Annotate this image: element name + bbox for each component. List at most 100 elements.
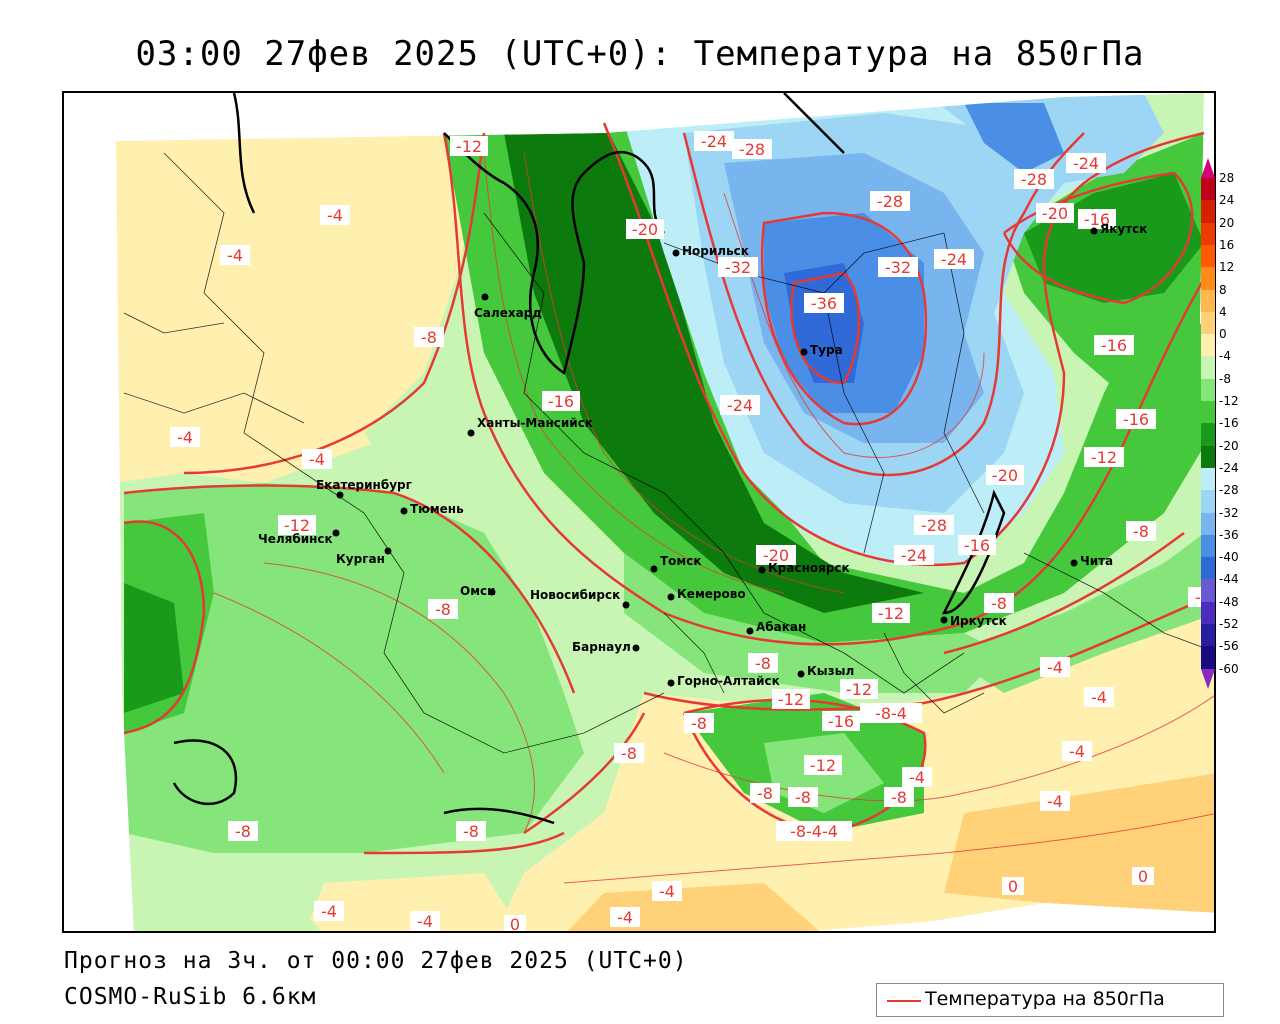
contour-label: -16	[1116, 409, 1156, 429]
svg-text:-24: -24	[941, 250, 967, 269]
svg-text:Тура: Тура	[810, 343, 843, 357]
colorbar-segment	[1201, 311, 1215, 335]
colorbar-segment	[1201, 557, 1215, 580]
contour-label: -20	[756, 545, 796, 565]
svg-text:Челябинск: Челябинск	[258, 532, 333, 546]
svg-text:Тюмень: Тюмень	[410, 502, 464, 516]
city-marker: Якутск	[1090, 222, 1147, 236]
city-marker: Челябинск	[258, 529, 340, 546]
contour-label: -8	[228, 821, 258, 841]
svg-text:-28: -28	[877, 192, 903, 211]
svg-text:-8: -8	[463, 822, 479, 841]
svg-text:-16: -16	[828, 712, 854, 731]
contour-label: -4	[902, 767, 932, 787]
colorbar-segment	[1201, 334, 1215, 357]
svg-text:-4: -4	[309, 450, 325, 469]
svg-text:-20: -20	[1042, 204, 1068, 223]
svg-text:-8-4: -8-4	[875, 704, 907, 723]
colorbar-tick-label: -8	[1219, 371, 1231, 386]
contour-label: -12	[804, 755, 842, 775]
forecast-info: Прогноз на 3ч. от 00:00 27фев 2025 (UTC+…	[64, 948, 688, 974]
svg-text:-12: -12	[1091, 448, 1117, 467]
colorbar-tick-label: 4	[1219, 304, 1227, 319]
contour-label: -24	[934, 249, 974, 269]
colorbar-segment	[1201, 512, 1215, 536]
legend-label: Температура на 850гПа	[925, 988, 1165, 1010]
svg-text:-12: -12	[284, 516, 310, 535]
contour-label: -12	[872, 603, 910, 623]
contour-label: -16	[1078, 209, 1116, 229]
contour-label: -16	[958, 535, 996, 555]
svg-text:-8: -8	[1133, 522, 1149, 541]
colorbar-segment	[1201, 289, 1215, 313]
contour-label: 0	[1002, 877, 1024, 896]
city-marker: Новосибирск	[530, 588, 630, 609]
contour-label: -4	[220, 245, 250, 265]
contour-label: -24	[894, 545, 934, 565]
colorbar-tick-label: 24	[1219, 193, 1235, 208]
colorbar-segment	[1201, 467, 1215, 491]
contour-label: -4	[1040, 791, 1070, 811]
svg-text:-4: -4	[659, 882, 675, 901]
city-marker: Иркутск	[940, 614, 1007, 628]
svg-text:Курган: Курган	[336, 552, 385, 566]
legend-box: Температура на 850гПа	[876, 983, 1224, 1017]
contour-label: -24	[1066, 153, 1106, 173]
contour-label: -32	[718, 257, 758, 277]
contour-label: -8	[984, 593, 1014, 613]
svg-text:-8: -8	[691, 714, 707, 733]
map-frame: -12 -24 -28 -20 -28 -32 -32 -36 -24 -24 …	[62, 91, 1216, 933]
city-marker: Тюмень	[400, 502, 464, 516]
svg-text:Чита: Чита	[1080, 554, 1113, 568]
contour-label: -24	[720, 395, 760, 415]
contour-label: -16	[1094, 335, 1134, 355]
svg-text:Новосибирск: Новосибирск	[530, 588, 620, 602]
colorbar-tick-label: -52	[1219, 617, 1239, 631]
svg-text:-12: -12	[846, 680, 872, 699]
svg-text:Абакан: Абакан	[756, 620, 806, 634]
svg-text:Якутск: Якутск	[1100, 222, 1147, 236]
contour-label: -4	[314, 901, 344, 921]
colorbar	[1201, 158, 1215, 689]
colorbar-segment	[1201, 267, 1215, 290]
svg-text:Барнаул: Барнаул	[572, 640, 631, 654]
contour-label: -12	[450, 136, 488, 156]
contour-label: -4	[610, 907, 640, 927]
colorbar-segment	[1201, 534, 1215, 558]
contour-label: -32	[878, 257, 918, 277]
svg-text:-4: -4	[1047, 792, 1063, 811]
colorbar-tick-label: -36	[1219, 527, 1239, 542]
svg-text:-4: -4	[177, 428, 193, 447]
colorbar-segment	[1201, 624, 1215, 647]
svg-text:-32: -32	[885, 258, 911, 277]
svg-text:-8: -8	[435, 600, 451, 619]
svg-text:-12: -12	[456, 137, 482, 156]
contour-label: -8	[748, 653, 778, 673]
svg-text:-28: -28	[1021, 170, 1047, 189]
map-title: 03:00 27фев 2025 (UTC+0): Температура на…	[135, 34, 1145, 74]
colorbar-segment	[1201, 378, 1215, 402]
colorbar-tick-label: -56	[1219, 639, 1239, 654]
colorbar-segment	[1201, 200, 1215, 224]
contour-label: -4	[1084, 687, 1114, 707]
svg-text:-36: -36	[811, 294, 837, 313]
contour-label: -4	[170, 427, 200, 447]
colorbar-min-arrow-icon	[1201, 668, 1215, 689]
contour-label: -16	[542, 391, 580, 411]
city-marker: Курган	[336, 547, 392, 566]
svg-text:-20: -20	[992, 466, 1018, 485]
colorbar-segment	[1201, 579, 1215, 603]
city-marker: Екатеринбург	[316, 478, 412, 499]
svg-text:Норильск: Норильск	[682, 244, 749, 258]
svg-text:0: 0	[1008, 877, 1018, 896]
svg-text:-16: -16	[1123, 410, 1149, 429]
contour-label: -8	[788, 787, 818, 807]
contour-label: -8	[884, 787, 914, 807]
svg-text:-4: -4	[327, 206, 343, 225]
city-marker: Норильск	[672, 244, 749, 258]
contour-label: -8-4	[860, 703, 922, 723]
svg-text:Кемерово: Кемерово	[677, 587, 746, 601]
model-name: COSMO-RuSib 6.6км	[64, 984, 317, 1010]
contour-label: -12	[1084, 447, 1124, 467]
colorbar-tick-label: -24	[1219, 460, 1239, 475]
